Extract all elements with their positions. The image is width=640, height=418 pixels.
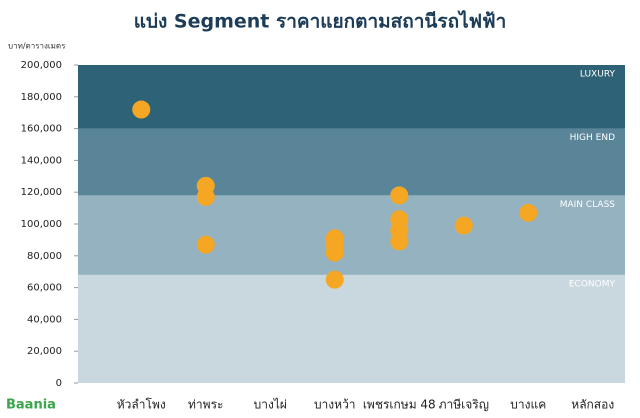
segment-label: MAIN CLASS	[560, 200, 616, 210]
point	[325, 243, 344, 262]
y-tick-label: 0	[56, 378, 62, 389]
y-tick-label: 120,000	[21, 187, 62, 198]
point	[390, 232, 409, 251]
x-tick-label: หัวลำโพง	[117, 398, 166, 412]
y-tick-label: 180,000	[21, 92, 62, 103]
segment-label: LUXURY	[580, 70, 616, 80]
chart-title: แบ่ง Segment ราคาแยกตามสถานีรถไฟฟ้า	[134, 10, 507, 33]
point	[132, 100, 151, 119]
y-tick-label: 160,000	[21, 124, 62, 135]
segment-label: ECONOMY	[569, 279, 616, 289]
segment-band	[78, 195, 625, 275]
y-axis-label: บาท/ตารางเมตร	[8, 42, 66, 51]
y-tick-label: 20,000	[27, 346, 62, 357]
y-tick-label: 140,000	[21, 155, 62, 166]
point	[519, 203, 538, 222]
segment-band	[78, 128, 625, 196]
y-tick-label: 60,000	[27, 283, 62, 294]
logo: Baania	[6, 398, 56, 413]
x-tick-label: บางไผ่	[254, 398, 287, 412]
y-tick-label: 80,000	[27, 251, 62, 262]
y-tick-label: 40,000	[27, 314, 62, 325]
point	[454, 216, 473, 235]
point	[325, 270, 344, 289]
x-tick-label: ภาษีเจริญ	[439, 398, 489, 412]
point	[196, 235, 215, 254]
x-tick-label: ท่าพระ	[188, 398, 223, 412]
segment-band	[78, 274, 625, 383]
y-tick-label: 100,000	[21, 219, 62, 230]
segment-label: HIGH END	[570, 133, 615, 143]
x-tick-label: เพชรเกษม 48	[363, 398, 436, 412]
x-tick-label: หลักสอง	[571, 398, 614, 412]
point	[390, 186, 409, 205]
y-tick-label: 200,000	[21, 60, 62, 71]
point	[196, 187, 215, 206]
segment-band	[78, 65, 625, 129]
x-tick-label: บางแค	[510, 398, 546, 412]
x-tick-label: บางหว้า	[314, 398, 356, 412]
